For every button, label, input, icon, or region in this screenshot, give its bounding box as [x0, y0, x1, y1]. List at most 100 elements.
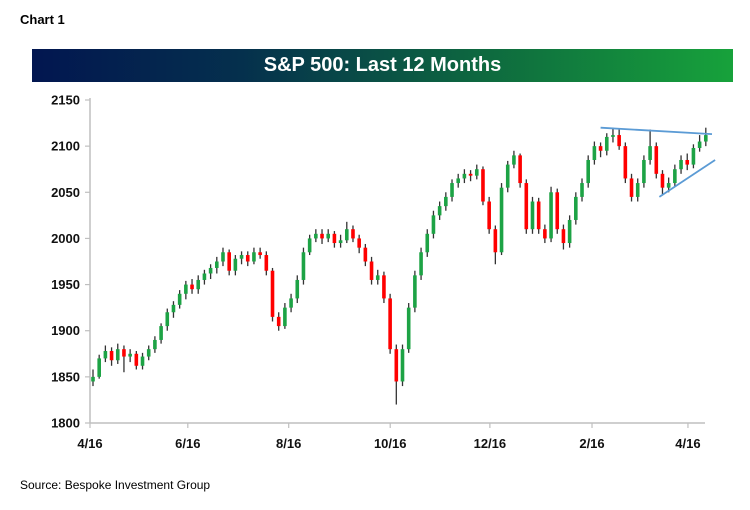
trendline [658, 159, 716, 198]
source-note: Source: Bespoke Investment Group [20, 478, 211, 492]
y-tick-label: 2050 [51, 185, 80, 200]
candle-body [122, 349, 126, 357]
candle-body [598, 146, 603, 151]
candle-body [450, 183, 454, 197]
candle-body [388, 298, 392, 350]
candle-body [623, 146, 628, 179]
candle-body [536, 201, 541, 230]
candle-body [233, 258, 238, 271]
candle-body [128, 353, 132, 357]
candle-body [289, 298, 293, 308]
candle-body [660, 173, 665, 188]
candle-body [245, 255, 250, 262]
candle-body [642, 159, 646, 184]
candle-body [586, 159, 590, 184]
candle-body [574, 196, 578, 220]
candle-body [431, 215, 436, 234]
candle-body [344, 229, 349, 241]
candle-body [301, 252, 306, 280]
candle-body [91, 376, 95, 382]
candle-body [227, 252, 231, 271]
candle-body [561, 229, 566, 244]
candle-body [177, 293, 182, 305]
candle-body [555, 192, 560, 230]
candle-body [474, 169, 479, 176]
candle-body [580, 183, 584, 197]
candle-body [518, 155, 522, 184]
candle-body [456, 178, 461, 184]
trendline [600, 126, 713, 136]
y-tick-label: 2150 [51, 93, 80, 108]
x-tick-label: 4/16 [675, 436, 700, 451]
candle-body [685, 159, 690, 165]
candle-body [635, 183, 640, 197]
candle-body [592, 146, 597, 160]
candle-body [679, 159, 683, 170]
candle-body [704, 135, 708, 142]
candle-body [468, 173, 473, 176]
candle-body [97, 358, 101, 377]
candle-body [196, 279, 201, 290]
candle-body [153, 339, 157, 350]
candle-body [375, 275, 380, 280]
candle-body [357, 238, 361, 248]
candle-body [202, 273, 207, 280]
chart-label: Chart 1 [20, 12, 65, 27]
candle-body [530, 201, 535, 230]
candle-body [629, 178, 634, 197]
candle-body [493, 229, 498, 253]
candle-body [146, 349, 151, 357]
candle-body [332, 233, 337, 244]
candle-body [654, 146, 659, 174]
candle-body [165, 312, 170, 327]
candle-body [499, 187, 504, 253]
candle-body [320, 233, 324, 239]
candle-body [258, 252, 262, 256]
candle-body [524, 183, 529, 230]
y-tick-label: 2100 [51, 139, 80, 154]
candle-body [338, 240, 343, 244]
candle-body [171, 304, 176, 313]
candle-body [295, 279, 300, 299]
candle-body [208, 267, 213, 274]
candle-body [419, 252, 423, 276]
candle-body [184, 284, 188, 294]
candle-body [134, 353, 139, 366]
candle-body [462, 173, 467, 179]
candle-body [382, 275, 386, 299]
candle-body [611, 135, 615, 137]
candle-body [264, 255, 269, 271]
x-tick-label: 4/16 [77, 436, 102, 451]
candle-body [115, 349, 120, 361]
candle-body [221, 252, 225, 262]
candle-body [283, 307, 287, 327]
y-tick-label: 1850 [51, 369, 80, 384]
y-tick-label: 1950 [51, 277, 80, 292]
candle-body [400, 349, 405, 382]
candle-body [604, 136, 609, 151]
chart-title: S&P 500: Last 12 Months [32, 49, 733, 82]
candle-body [369, 261, 374, 280]
candle-body [159, 326, 163, 340]
x-tick-label: 6/16 [175, 436, 200, 451]
candle-body [351, 229, 355, 239]
candle-body [549, 192, 553, 239]
candle-body [437, 206, 442, 216]
candle-body [314, 233, 318, 239]
candle-body [487, 201, 491, 230]
candle-body [276, 316, 281, 327]
candle-body [413, 275, 417, 308]
candle-body [697, 141, 702, 148]
candle-body [543, 229, 547, 239]
candle-body [394, 349, 399, 382]
candle-body [673, 169, 677, 184]
candle-body [648, 146, 652, 160]
candle-body [140, 356, 145, 366]
candle-body [666, 183, 671, 188]
candle-body [406, 307, 411, 350]
candle-body [425, 233, 430, 253]
candle-body [617, 135, 621, 147]
x-tick-label: 8/16 [276, 436, 301, 451]
candle-body [505, 164, 510, 188]
